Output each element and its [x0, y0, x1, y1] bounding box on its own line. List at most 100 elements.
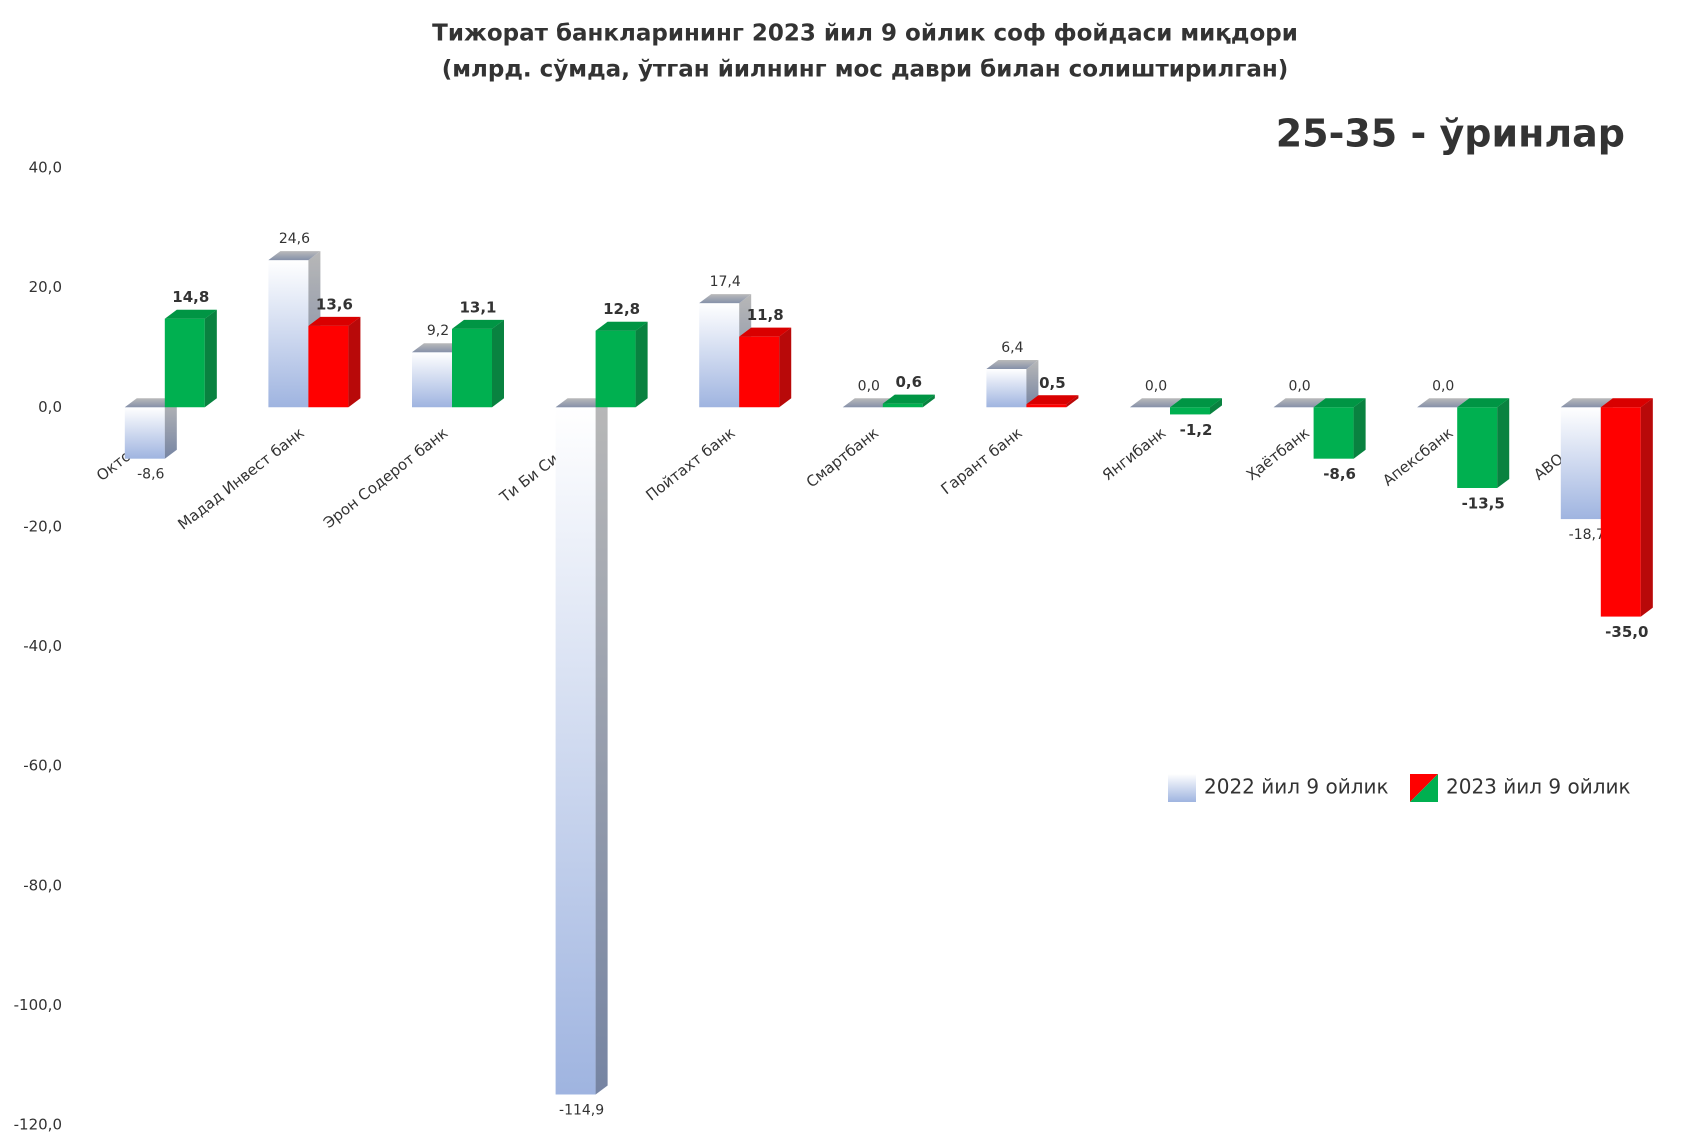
bar-top	[842, 398, 895, 408]
bar-top-shade	[1170, 398, 1222, 408]
bar-top	[164, 309, 217, 319]
bar-side	[164, 398, 177, 459]
bar	[1026, 404, 1067, 408]
bar-top-shade	[842, 398, 895, 408]
bar-top-shade	[595, 321, 648, 331]
x-tick-label: Апексбанк	[1379, 424, 1456, 490]
bar-side	[1497, 398, 1510, 488]
data-label: 13,6	[316, 295, 353, 313]
x-tick-label: Пойтахт банк	[642, 424, 738, 505]
bar-side-shade	[1640, 398, 1653, 617]
bar	[882, 403, 923, 408]
bar-side-shade	[922, 394, 935, 408]
data-label: 17,4	[710, 274, 741, 290]
bar-top-shade	[412, 343, 464, 353]
bar	[595, 330, 636, 408]
legend-label: 2023 йил 9 ойлик	[1446, 775, 1631, 799]
bar	[308, 325, 349, 408]
bar	[1600, 407, 1641, 617]
bar-top-shade	[699, 294, 752, 304]
bar-side	[1640, 398, 1653, 617]
y-tick-label: -80,0	[23, 876, 62, 894]
bar-side	[635, 321, 648, 408]
bar-top-shade	[308, 316, 361, 326]
bar-side-shade	[1497, 398, 1510, 488]
bar-top	[1417, 398, 1470, 408]
bar	[1313, 407, 1354, 459]
x-tick-label: Янгибанк	[1099, 424, 1169, 484]
bar-top-shade	[1600, 398, 1653, 408]
bar-side-shade	[635, 321, 648, 408]
data-label: 0,0	[1145, 378, 1167, 394]
data-label: 14,8	[172, 288, 209, 306]
bar-side-shade	[1210, 398, 1222, 415]
bar-top	[124, 398, 177, 408]
bar-top-shade	[986, 359, 1039, 369]
data-label: -13,5	[1462, 494, 1505, 512]
bar-side-shade	[204, 309, 217, 408]
data-label: 0,6	[896, 373, 923, 391]
bar-side	[1066, 395, 1079, 408]
data-label: -114,9	[559, 1102, 604, 1118]
bar-side-shade	[164, 398, 177, 459]
y-tick-label: -60,0	[23, 757, 62, 775]
bar-top-shade	[555, 398, 608, 408]
bar-top-shade	[1457, 398, 1510, 408]
bar-side	[922, 394, 935, 408]
bar-side	[492, 319, 504, 408]
chart-title: Тижорат банкларининг 2023 йил 9 ойлик со…	[432, 21, 1298, 47]
bar-top-shade	[1417, 398, 1470, 408]
bar	[412, 352, 452, 408]
data-label: -8,6	[1323, 465, 1356, 483]
chart-subtitle: (млрд. сўмда, ўтган йилнинг мос даври би…	[442, 57, 1289, 83]
bar	[452, 328, 492, 408]
bar-top-shade	[164, 309, 217, 319]
bar-side	[348, 316, 361, 408]
bar	[124, 407, 165, 459]
bar-top-shade	[882, 394, 935, 404]
bar-top-shade	[452, 319, 504, 329]
bar-top	[1600, 398, 1653, 408]
y-tick-label: -20,0	[23, 517, 62, 535]
bar	[699, 303, 740, 408]
data-label: 0,0	[858, 378, 880, 394]
bar-side	[1026, 359, 1039, 408]
bar-top	[595, 321, 648, 331]
bar	[1560, 407, 1601, 520]
bar-top	[699, 294, 752, 304]
y-tick-label: 40,0	[29, 159, 62, 177]
x-tick-label: Эрон Содерот банк	[320, 424, 451, 532]
bar-top	[1560, 398, 1613, 408]
bar	[986, 368, 1027, 408]
bar-top	[268, 251, 321, 261]
bar-side-shade	[595, 398, 608, 1095]
data-label: 24,6	[279, 231, 310, 247]
bar-top-shade	[1273, 398, 1326, 408]
bar-top	[882, 394, 935, 404]
data-label: 6,4	[1001, 340, 1023, 356]
x-tick-label: Смартбанк	[803, 424, 882, 491]
bar-side	[595, 398, 608, 1095]
bar-top	[1457, 398, 1510, 408]
bar-side	[1353, 398, 1366, 459]
bar-side-shade	[492, 319, 504, 408]
bar	[1170, 407, 1210, 415]
bar-top	[452, 319, 504, 329]
y-tick-label: -40,0	[23, 637, 62, 655]
y-tick-label: 20,0	[29, 278, 62, 296]
bar-top-shade	[739, 327, 792, 337]
bar-side-shade	[1066, 395, 1079, 408]
data-label: 11,8	[747, 306, 784, 324]
bar-top	[555, 398, 608, 408]
bar-top	[986, 359, 1039, 369]
bar	[555, 407, 596, 1095]
y-tick-label: -120,0	[14, 1116, 62, 1133]
annotation: 25-35 - ўринлар	[1276, 112, 1625, 156]
bar-top	[1026, 395, 1079, 405]
legend-swatch	[1410, 774, 1438, 802]
data-label: -18,7	[1569, 527, 1605, 543]
data-label: 0,0	[1288, 378, 1310, 394]
y-tick-label: -100,0	[14, 996, 62, 1014]
x-tick-label: Ҳаётбанк	[1243, 424, 1313, 484]
data-label: 13,1	[459, 298, 496, 316]
